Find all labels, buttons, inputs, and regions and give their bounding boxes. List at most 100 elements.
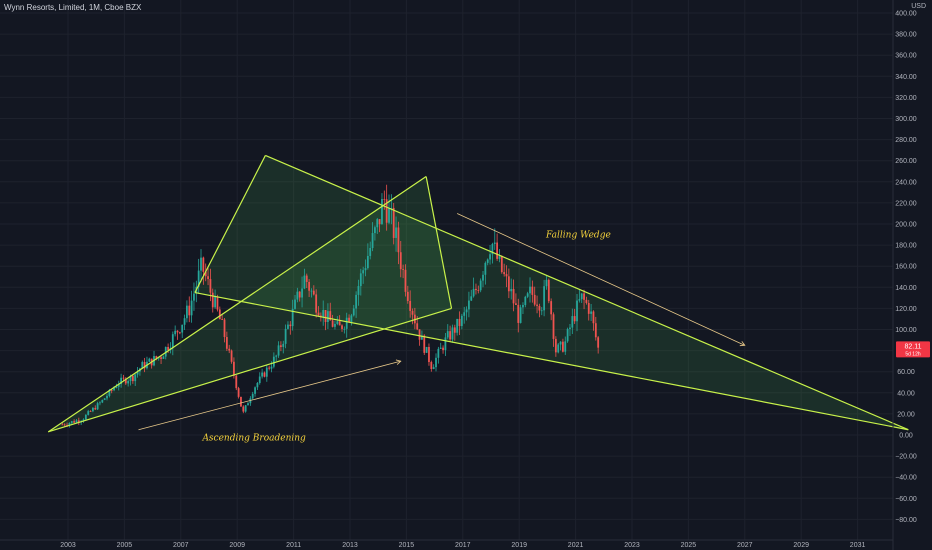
candle-body bbox=[425, 346, 428, 353]
candle-body bbox=[338, 321, 341, 326]
candle-body bbox=[322, 310, 325, 318]
candle-body bbox=[390, 207, 393, 209]
candle-body bbox=[383, 199, 386, 200]
candle-body bbox=[207, 276, 209, 280]
candle-body bbox=[96, 403, 99, 410]
x-tick-label: 2003 bbox=[60, 542, 76, 549]
candle-body bbox=[482, 274, 484, 281]
candle-body bbox=[460, 315, 463, 327]
candle-body bbox=[310, 290, 313, 292]
candle-body bbox=[597, 337, 600, 348]
candle-body bbox=[258, 376, 261, 383]
candle-body bbox=[134, 374, 137, 382]
candle-body bbox=[554, 338, 557, 353]
pattern-label: Falling Wedge bbox=[545, 231, 611, 241]
candle-body bbox=[432, 367, 435, 370]
x-tick-label: 2029 bbox=[793, 542, 809, 549]
candle-body bbox=[275, 355, 278, 357]
candle-body bbox=[209, 279, 212, 293]
candle-body bbox=[519, 307, 522, 323]
candle-body bbox=[571, 316, 574, 328]
candle-body bbox=[343, 328, 346, 330]
candle-body bbox=[77, 420, 80, 423]
candle-body bbox=[101, 399, 104, 403]
candle-body bbox=[200, 257, 202, 271]
candle-body bbox=[477, 290, 480, 291]
candle-body bbox=[388, 208, 390, 223]
candle-body bbox=[216, 296, 219, 310]
candle-body bbox=[470, 296, 473, 301]
y-tick-label: 200.00 bbox=[895, 222, 917, 229]
x-tick-label: 2019 bbox=[511, 542, 527, 549]
candle-body bbox=[374, 227, 376, 234]
candle-body bbox=[515, 303, 517, 305]
candle-body bbox=[190, 300, 193, 316]
candle-body bbox=[186, 305, 188, 319]
x-tick-label: 2007 bbox=[173, 542, 189, 549]
candle-body bbox=[329, 311, 332, 321]
candle-body bbox=[446, 331, 449, 338]
candle-body bbox=[406, 291, 409, 301]
candle-body bbox=[178, 332, 181, 334]
candle-body bbox=[402, 269, 405, 270]
candle-body bbox=[491, 243, 494, 255]
candle-body bbox=[505, 274, 508, 277]
candle-body bbox=[413, 314, 416, 324]
candle-body bbox=[225, 337, 228, 349]
y-tick-label: 340.00 bbox=[895, 74, 917, 81]
y-tick-label: −80.00 bbox=[895, 517, 917, 524]
candle-body bbox=[280, 345, 282, 347]
candle-body bbox=[437, 348, 440, 358]
candle-body bbox=[160, 357, 162, 359]
candle-body bbox=[526, 293, 529, 297]
y-tick-label: −60.00 bbox=[895, 496, 917, 503]
pattern-label: Ascending Broadening bbox=[201, 433, 306, 443]
y-tick-label: 360.00 bbox=[895, 53, 917, 60]
y-tick-label: 60.00 bbox=[897, 369, 915, 376]
candle-body bbox=[308, 281, 311, 291]
x-tick-label: 2011 bbox=[286, 542, 301, 549]
candle-body bbox=[369, 248, 372, 256]
candle-body bbox=[540, 310, 543, 312]
candle-body bbox=[585, 299, 588, 303]
candle-body bbox=[378, 219, 381, 225]
x-tick-label: 2017 bbox=[455, 542, 471, 549]
candle-body bbox=[463, 312, 466, 316]
candle-body bbox=[512, 288, 515, 304]
candle-body bbox=[371, 233, 374, 249]
candle-body bbox=[564, 341, 567, 352]
candle-body bbox=[352, 308, 355, 316]
candle-body bbox=[188, 305, 191, 316]
candle-body bbox=[296, 291, 299, 300]
candle-body bbox=[327, 311, 329, 323]
candle-body bbox=[291, 308, 294, 327]
candle-body bbox=[235, 375, 238, 389]
candle-body bbox=[569, 327, 571, 330]
candle-body bbox=[120, 377, 123, 384]
candle-body bbox=[70, 421, 73, 424]
candle-body bbox=[284, 328, 287, 344]
candle-body bbox=[543, 286, 546, 311]
trend-line bbox=[47, 176, 427, 433]
candle-body bbox=[517, 304, 520, 323]
candle-body bbox=[587, 302, 590, 314]
candle-body bbox=[381, 199, 383, 225]
candle-body bbox=[573, 316, 576, 322]
candle-body bbox=[315, 294, 318, 313]
candle-body bbox=[129, 375, 132, 382]
candle-body bbox=[211, 292, 214, 308]
candle-body bbox=[430, 362, 433, 370]
candle-body bbox=[228, 348, 231, 351]
candle-body bbox=[486, 259, 489, 263]
candle-body bbox=[376, 219, 379, 228]
candle-body bbox=[73, 421, 76, 423]
candle-body bbox=[503, 272, 506, 275]
candle-body bbox=[524, 296, 527, 306]
candle-body bbox=[204, 271, 207, 277]
candle-body bbox=[421, 335, 423, 340]
candle-body bbox=[89, 411, 92, 412]
y-tick-label: 40.00 bbox=[897, 390, 915, 397]
candle-body bbox=[500, 256, 503, 273]
